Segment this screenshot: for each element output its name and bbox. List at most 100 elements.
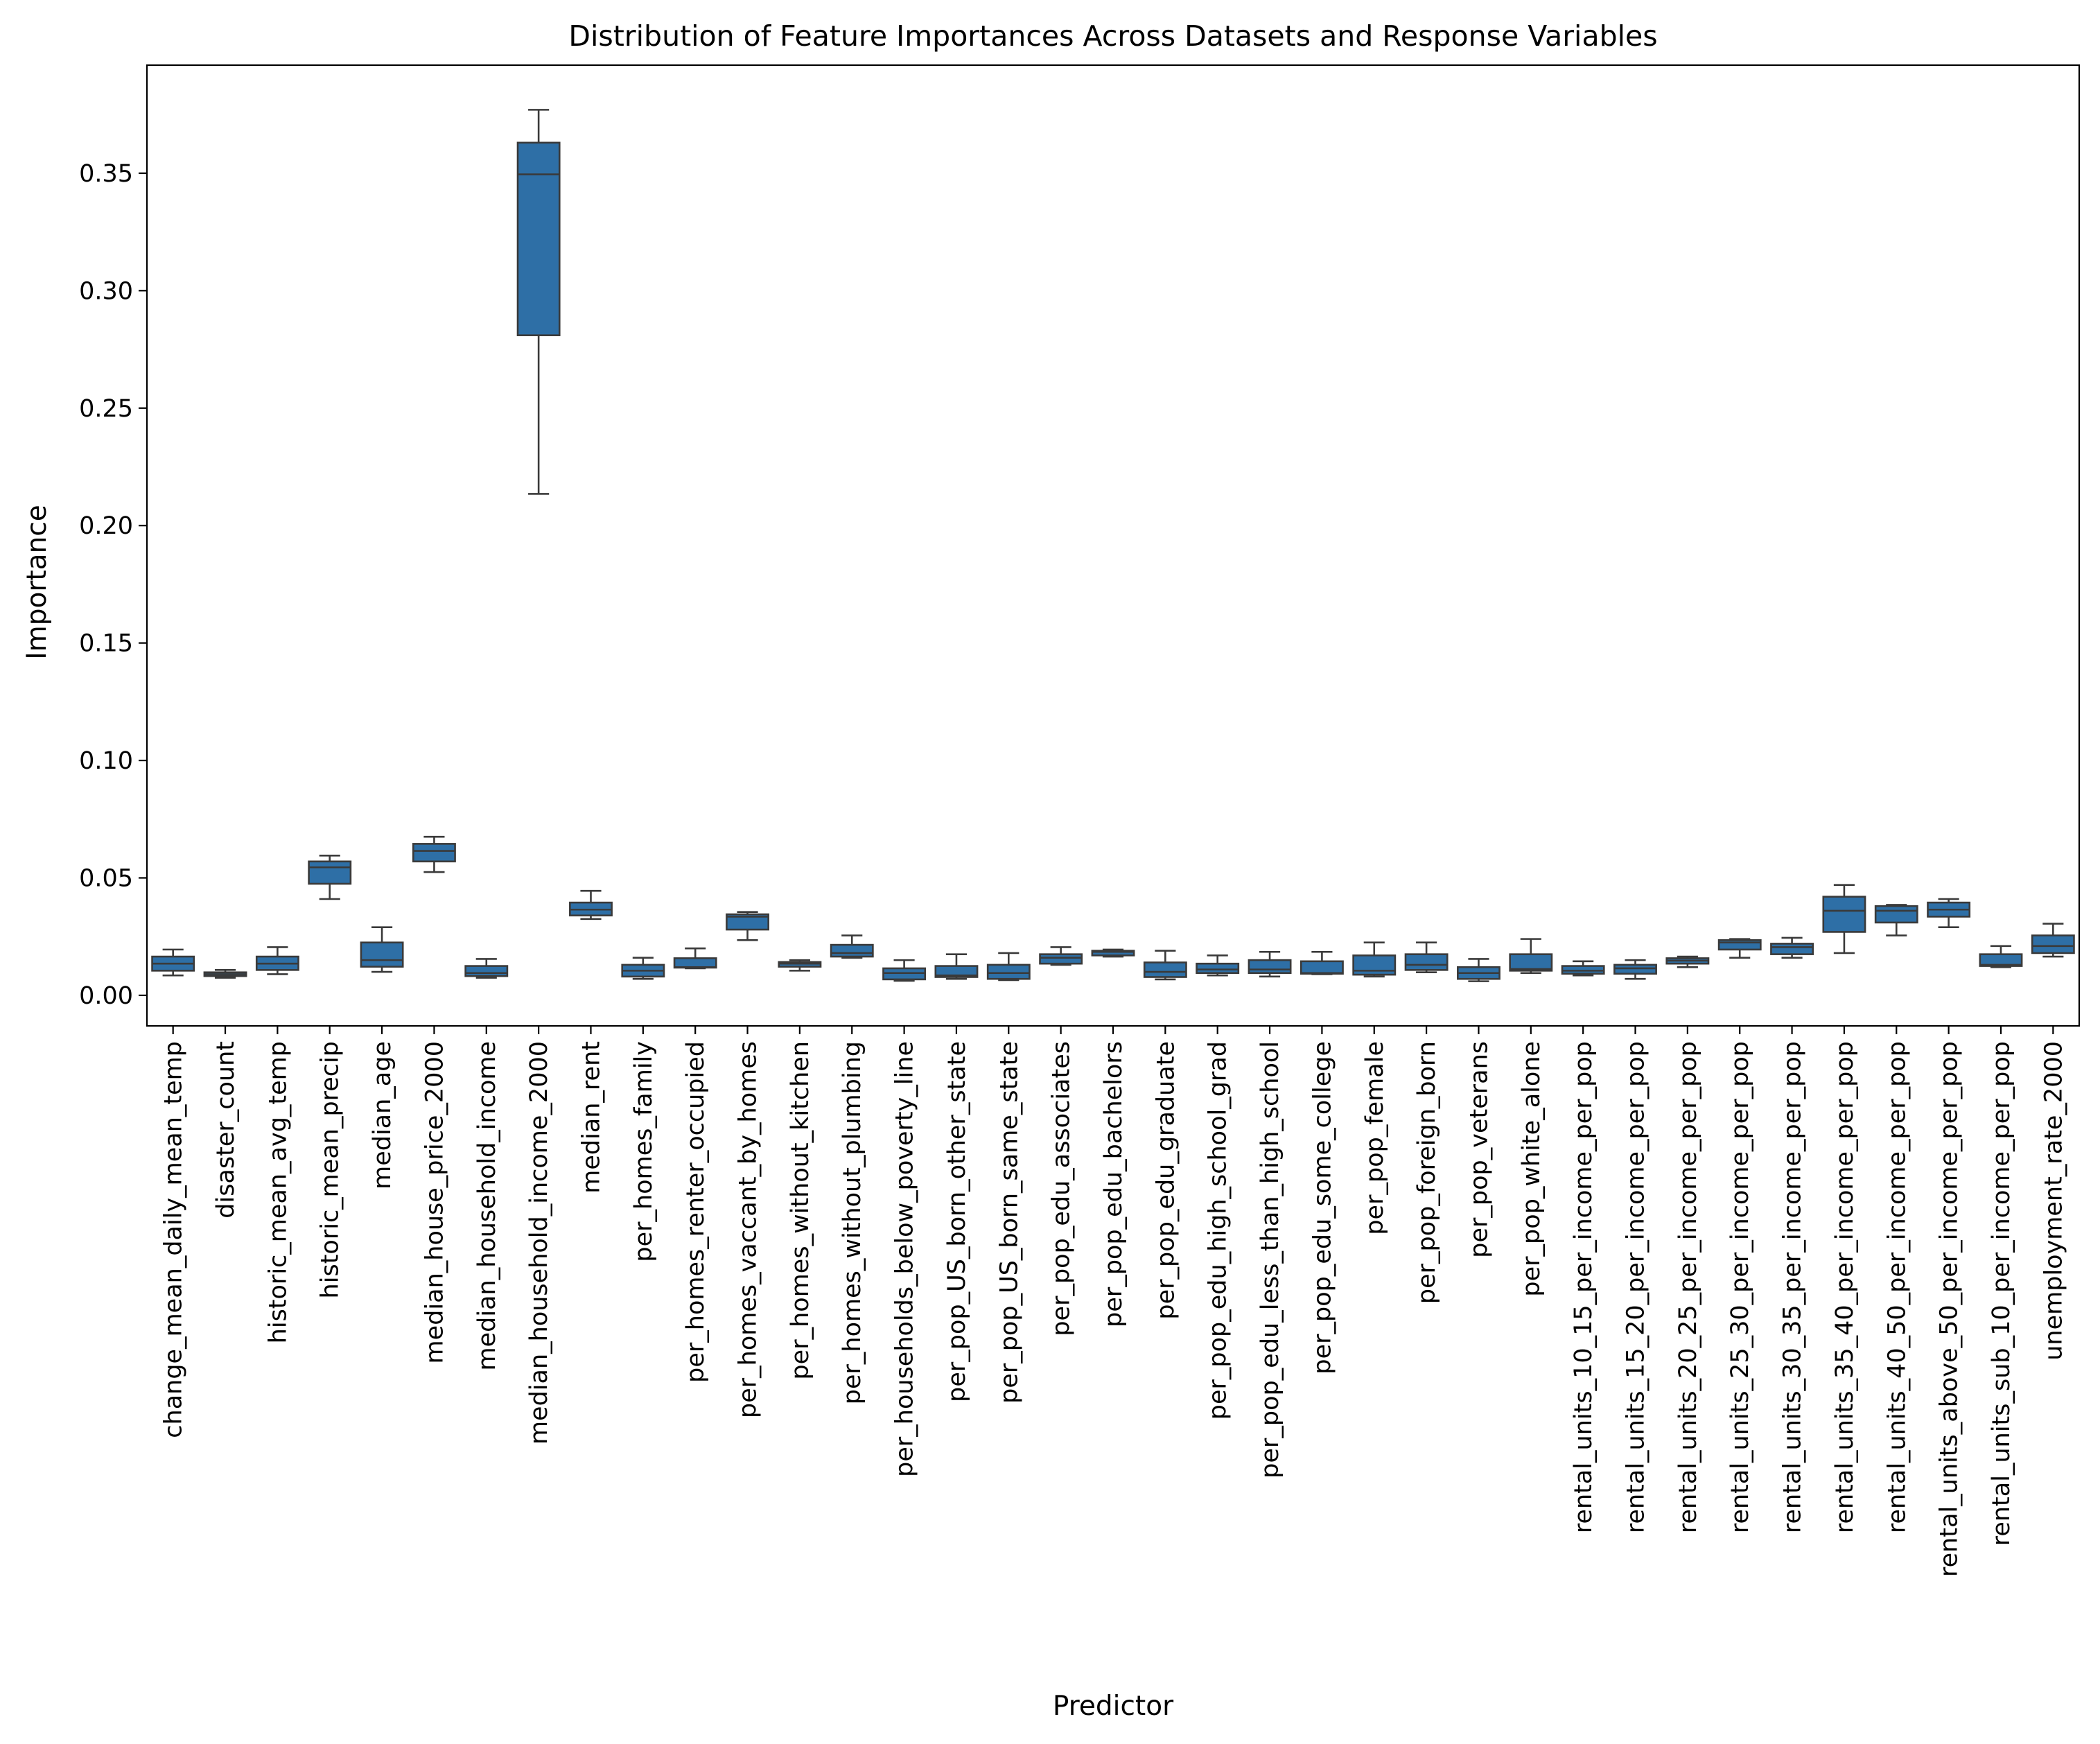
box-historic-mean-precip (308, 855, 352, 900)
x-axis-label: Predictor (1053, 1691, 1174, 1722)
iqr-box (1717, 939, 1762, 951)
x-tick-label: rental_units_35_40_per_income_per_pop (1831, 1041, 1859, 1533)
x-tick-label: median_household_income_2000 (525, 1041, 553, 1445)
box-per-pop-US-born-same-state (986, 952, 1031, 982)
y-tick-label: 0.30 (79, 277, 133, 305)
box-per-pop-veterans (1457, 958, 1500, 982)
x-tick-label: per_pop_female (1361, 1041, 1389, 1235)
iqr-box (1300, 960, 1344, 975)
iqr-box (726, 913, 769, 931)
iqr-box (464, 965, 509, 977)
box-per-pop-edu-some-college (1300, 950, 1344, 975)
x-tick-label: per_pop_white_alone (1518, 1041, 1546, 1297)
x-tick-label: per_homes_without_kitchen (787, 1041, 814, 1380)
y-tick-label: 0.00 (79, 982, 133, 1010)
x-tick-label: per_homes_vaccant_by_homes (735, 1041, 762, 1418)
box-per-pop-edu-less-than-high-school (1248, 950, 1292, 978)
x-tick-label: per_households_below_poverty_line (891, 1041, 919, 1477)
box-per-homes-family (621, 957, 665, 980)
iqr-box (1352, 954, 1397, 976)
iqr-box (1143, 961, 1187, 978)
x-tick-label: rental_units_20_25_per_income_per_pop (1674, 1041, 1702, 1533)
box-median-age (360, 926, 404, 973)
x-tick-label: historic_mean_avg_temp (264, 1041, 292, 1343)
box-per-pop-female (1352, 941, 1397, 978)
iqr-box (1039, 953, 1083, 965)
x-tick-label: per_homes_family (630, 1041, 658, 1262)
x-tick-label: disaster_count (212, 1041, 240, 1219)
x-tick-label: per_pop_edu_graduate (1152, 1041, 1180, 1320)
box-rental-units-15-20-per-income-per-pop (1613, 959, 1657, 980)
x-tick-label: per_pop_edu_high_school_grad (1205, 1041, 1232, 1420)
box-rental-units-40-50-per-income-per-pop (1874, 904, 1918, 936)
box-median-household-income-2000 (516, 109, 561, 495)
iqr-box (1404, 953, 1449, 971)
box-historic-mean-avg-temp (255, 946, 299, 975)
x-tick-label: rental_units_40_50_per_income_per_pop (1883, 1041, 1911, 1533)
y-tick-label: 0.20 (79, 512, 133, 540)
box-per-pop-US-born-other-state (934, 953, 979, 980)
iqr-box (412, 843, 456, 863)
box-change-mean-daily-mean-temp (151, 948, 195, 977)
x-axis-ticks: change_mean_daily_mean_temp disaster_coun… (160, 1026, 2067, 1577)
iqr-box (673, 957, 717, 969)
box-per-homes-without-plumbing (830, 934, 874, 959)
x-tick-label: per_pop_edu_associates (1048, 1041, 1076, 1336)
box-unemployment-rate-2000 (2031, 923, 2075, 958)
box-per-households-below-poverty-line (882, 959, 927, 982)
x-tick-label: rental_units_10_15_per_income_per_pop (1570, 1041, 1598, 1533)
x-tick-label: change_mean_daily_mean_temp (160, 1041, 188, 1438)
iqr-box (934, 965, 979, 978)
x-tick-label: rental_units_15_20_per_income_per_pop (1622, 1041, 1650, 1533)
x-tick-label: median_rent (577, 1041, 605, 1194)
iqr-box (1509, 953, 1553, 972)
iqr-box (1248, 959, 1292, 975)
box-per-pop-white-alone (1509, 938, 1553, 975)
x-tick-label: rental_units_above_50_per_income_per_pop (1936, 1041, 1963, 1577)
y-axis-label: Importance (21, 505, 53, 660)
x-tick-label: historic_mean_precip (317, 1041, 344, 1298)
box-rental-units-35-40-per-income-per-pop (1822, 884, 1866, 954)
iqr-box (1874, 905, 1918, 924)
y-tick-label: 0.10 (79, 747, 133, 775)
box-median-rent (569, 889, 613, 921)
iqr-box (2031, 934, 2075, 954)
x-tick-label: per_homes_without_plumbing (839, 1041, 866, 1404)
x-tick-label: per_pop_US_born_other_state (943, 1041, 971, 1402)
box-rental-units-10-15-per-income-per-pop (1561, 960, 1605, 977)
box-median-house-price-2000 (412, 835, 456, 873)
x-tick-label: median_age (369, 1041, 396, 1189)
x-tick-label: per_pop_veterans (1465, 1041, 1493, 1258)
box-per-pop-edu-associates (1039, 946, 1083, 966)
box-per-pop-foreign-born (1404, 941, 1449, 974)
y-axis-ticks: 0.00 0.05 0.10 0.15 0.20 0.25 0.30 0.35 (79, 160, 147, 1010)
box-rental-units-above-50-per-income-per-pop (1927, 898, 1971, 928)
box-per-homes-vaccant-by-homes (726, 911, 769, 941)
x-tick-label: unemployment_rate_2000 (2040, 1041, 2067, 1361)
iqr-box (986, 963, 1031, 980)
x-tick-label: per_pop_edu_some_college (1309, 1041, 1336, 1375)
chart-title: Distribution of Feature Importances Acro… (568, 19, 1657, 53)
iqr-box (1613, 963, 1657, 975)
box-disaster-count (203, 969, 247, 979)
iqr-box (516, 141, 561, 337)
iqr-box (1196, 962, 1240, 975)
x-tick-label: rental_units_25_30_per_income_per_pop (1726, 1041, 1754, 1533)
box-rental-units-25-30-per-income-per-pop (1717, 938, 1762, 959)
iqr-box (308, 860, 352, 885)
box-per-pop-edu-high-school-grad (1196, 954, 1240, 977)
box-per-homes-without-kitchen (778, 959, 822, 972)
y-tick-label: 0.05 (79, 865, 133, 893)
iqr-box (1091, 950, 1135, 957)
box-per-pop-edu-graduate (1143, 950, 1187, 981)
iqr-box (360, 941, 404, 968)
y-tick-label: 0.25 (79, 395, 133, 423)
iqr-box (1979, 953, 2023, 967)
y-tick-label: 0.15 (79, 630, 133, 658)
box-median-household-income (464, 958, 509, 979)
boxes-layer (151, 109, 2075, 982)
x-tick-label: per_pop_edu_bachelors (1100, 1041, 1128, 1327)
x-tick-label: rental_units_sub_10_per_income_per_pop (1988, 1041, 2015, 1546)
